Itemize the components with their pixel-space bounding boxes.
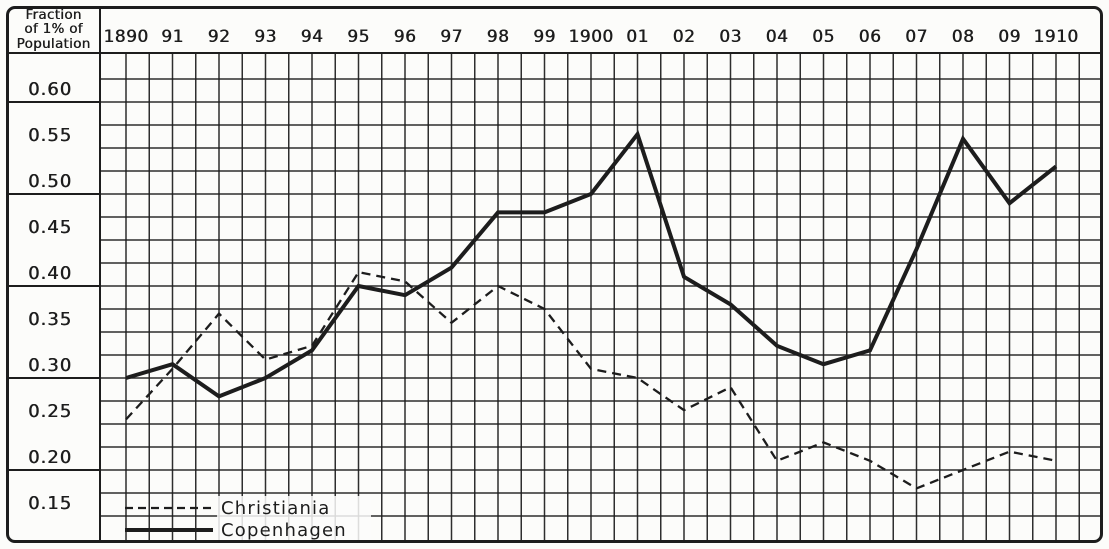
y-tick-label: 0.45 <box>27 217 73 238</box>
legend-label-backdrop <box>217 518 371 540</box>
x-tick-label: 1890 <box>103 27 149 47</box>
christiania-series-line <box>125 270 1057 490</box>
y-tick-label: 0.50 <box>27 171 73 192</box>
y-axis-major-divider <box>6 285 100 287</box>
y-tick-label: 0.55 <box>27 125 73 146</box>
x-tick-label: 01 <box>626 27 649 47</box>
y-tick-label: 0.30 <box>27 355 73 376</box>
x-tick-label: 02 <box>672 27 696 47</box>
x-tick-label: 06 <box>858 27 882 47</box>
legend-label-christiania: Christiania <box>221 498 330 519</box>
x-tick-label: 1900 <box>568 27 614 47</box>
y-tick-label: 0.15 <box>27 493 73 514</box>
x-tick-label: 96 <box>393 27 417 47</box>
x-tick-label: 09 <box>998 27 1021 47</box>
x-tick-label: 05 <box>812 27 835 47</box>
header-row-separator <box>6 52 1103 54</box>
x-tick-label: 94 <box>300 27 324 47</box>
legend-label-copenhagen: Copenhagen <box>221 520 347 541</box>
y-tick-label: 0.20 <box>27 447 73 468</box>
y-tick-label: 0.60 <box>27 79 73 100</box>
x-tick-label: 03 <box>719 27 742 47</box>
x-tick-label: 92 <box>207 27 231 47</box>
copenhagen-series-line <box>125 129 1058 399</box>
x-tick-label: 95 <box>347 27 370 47</box>
y-axis-major-divider <box>6 193 100 195</box>
x-tick-label: 98 <box>486 27 510 47</box>
y-axis-major-divider <box>6 377 100 379</box>
y-axis-title-line-1: Fraction <box>25 6 82 23</box>
y-axis-title-line-3: Population <box>16 35 91 52</box>
x-tick-label: 91 <box>161 27 184 47</box>
y-tick-label: 0.40 <box>27 263 73 284</box>
y-axis-title: Fraction of 1% of Population <box>9 8 98 51</box>
x-tick-label: 99 <box>533 27 556 47</box>
legend-label-backdrop <box>217 496 371 518</box>
x-tick-label: 04 <box>765 27 789 47</box>
x-tick-label: 1910 <box>1033 27 1079 47</box>
x-tick-label: 07 <box>905 27 928 47</box>
x-tick-label: 08 <box>951 27 975 47</box>
y-tick-label: 0.35 <box>27 309 73 330</box>
y-axis-major-divider <box>6 101 100 103</box>
y-tick-label: 0.25 <box>27 401 73 422</box>
x-tick-label: 97 <box>440 27 463 47</box>
y-axis-title-line-2: of 1% of <box>24 21 83 38</box>
axis-column-separator <box>99 6 101 543</box>
x-tick-label: 93 <box>254 27 277 47</box>
y-axis-major-divider <box>6 469 100 471</box>
